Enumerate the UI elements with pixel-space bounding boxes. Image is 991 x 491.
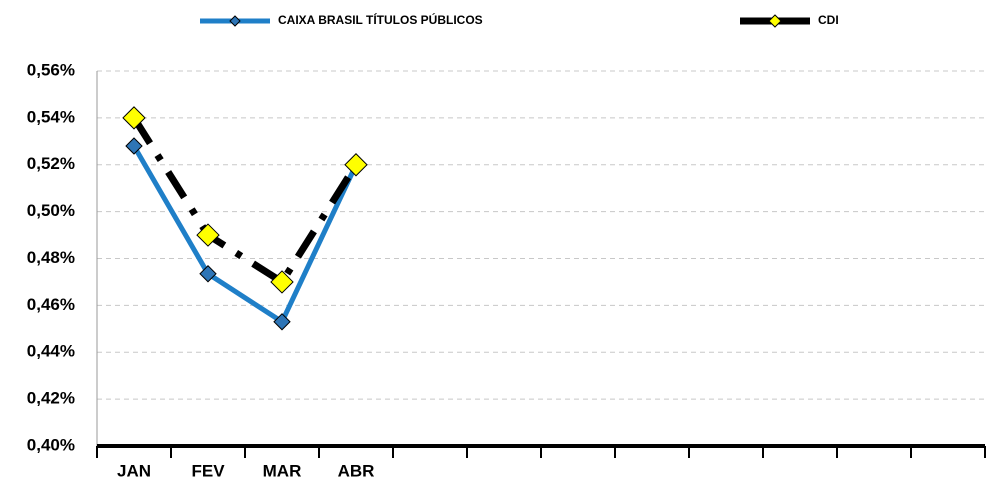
y-tick-label: 0,46% bbox=[27, 295, 75, 314]
y-tick-label: 0,56% bbox=[27, 60, 75, 79]
legend-marker bbox=[768, 14, 782, 28]
marker bbox=[344, 153, 368, 177]
marker bbox=[196, 223, 220, 247]
y-tick-label: 0,40% bbox=[27, 435, 75, 454]
x-tick-label: JAN bbox=[117, 461, 151, 480]
y-tick-label: 0,52% bbox=[27, 154, 75, 173]
marker bbox=[270, 270, 294, 294]
legend-marker bbox=[229, 15, 241, 27]
marker bbox=[122, 106, 146, 130]
legend-label: CAIXA BRASIL TÍTULOS PÚBLICOS bbox=[278, 12, 483, 27]
series-line bbox=[131, 144, 359, 325]
marker bbox=[125, 137, 143, 155]
x-tick-label: FEV bbox=[191, 461, 225, 480]
marker bbox=[273, 313, 291, 331]
x-tick-label: ABR bbox=[338, 461, 375, 480]
marker bbox=[199, 265, 217, 283]
legend-label: CDI bbox=[818, 13, 839, 27]
y-tick-label: 0,50% bbox=[27, 201, 75, 220]
y-tick-label: 0,54% bbox=[27, 107, 75, 126]
series-line bbox=[131, 116, 359, 286]
y-tick-label: 0,48% bbox=[27, 248, 75, 267]
y-tick-label: 0,42% bbox=[27, 389, 75, 408]
x-tick-label: MAR bbox=[263, 461, 302, 480]
y-tick-label: 0,44% bbox=[27, 342, 75, 361]
